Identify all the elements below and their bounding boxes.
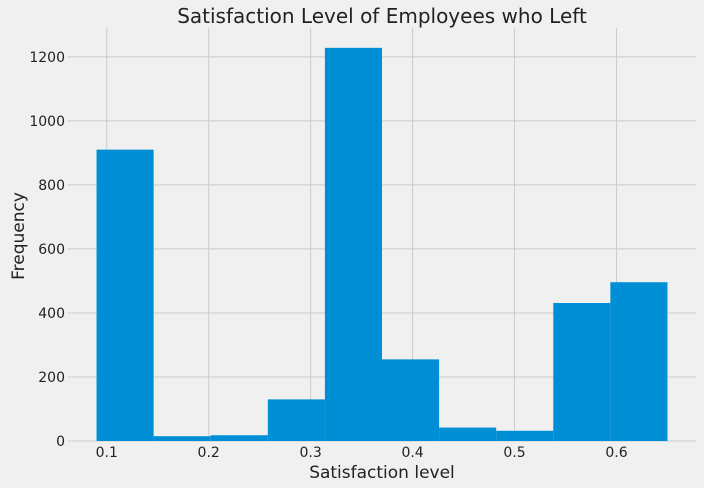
y-tick-label: 800 — [38, 178, 65, 194]
x-tick-label: 0.4 — [401, 445, 423, 461]
x-tick-label: 0.6 — [605, 445, 627, 461]
x-tick-label: 0.1 — [96, 445, 118, 461]
histogram-bar — [324, 47, 382, 442]
y-tick-label: 400 — [38, 306, 65, 322]
histogram-bar — [210, 435, 268, 441]
y-tick-label: 1200 — [29, 50, 65, 66]
histogram-bar — [267, 399, 325, 441]
y-axis-label: Frequency — [9, 192, 29, 280]
x-tick-label: 0.3 — [300, 445, 322, 461]
histogram-bar — [553, 303, 611, 441]
chart-title: Satisfaction Level of Employees who Left — [177, 4, 587, 28]
histogram-bar — [382, 359, 440, 441]
y-tick-label: 1000 — [29, 114, 65, 130]
histogram-bar — [610, 282, 668, 441]
x-tick-label: 0.5 — [503, 445, 525, 461]
y-tick-label: 600 — [38, 242, 65, 258]
x-axis-label: Satisfaction level — [309, 463, 455, 483]
histogram-bar — [153, 436, 211, 441]
x-axis-ticks: 0.1 0.2 0.3 0.4 0.5 0.6 — [96, 445, 628, 461]
x-tick-label: 0.2 — [198, 445, 220, 461]
histogram-bar — [496, 430, 554, 441]
y-tick-label: 0 — [56, 434, 65, 450]
bars — [96, 47, 668, 442]
histogram-bar — [96, 149, 154, 441]
histogram-bar — [439, 427, 497, 441]
y-axis-ticks: 0 200 400 600 800 1000 1200 — [29, 50, 65, 450]
y-tick-label: 200 — [38, 370, 65, 386]
